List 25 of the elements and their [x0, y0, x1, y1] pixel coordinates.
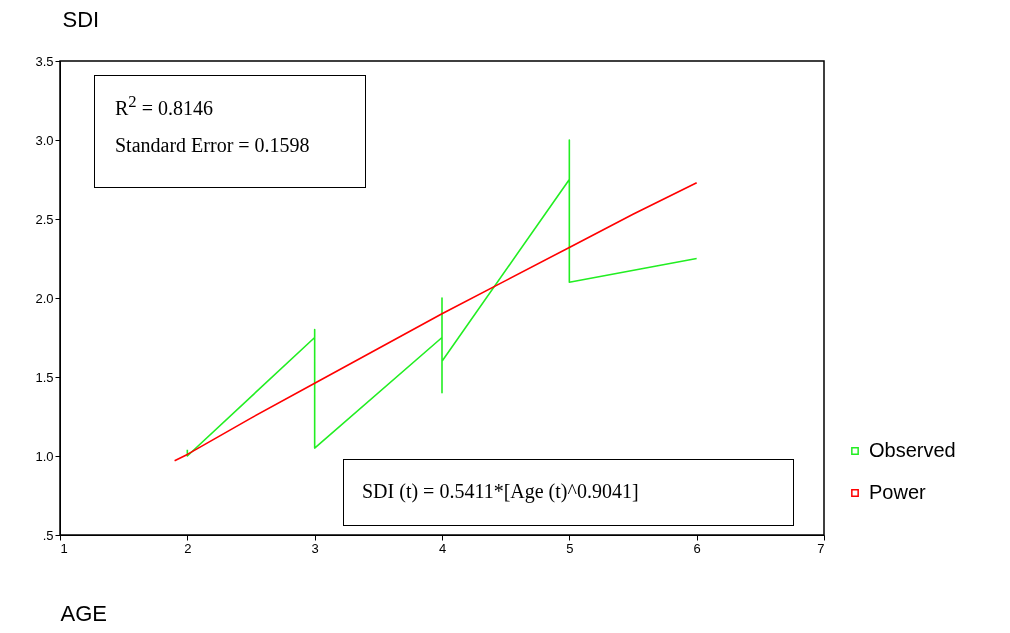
y-tick-label: 3.5: [35, 53, 54, 69]
y-tick-label: .5: [42, 527, 54, 543]
x-tick-label: 5: [566, 540, 574, 556]
y-axis-title: SDI: [62, 6, 100, 32]
x-axis-title: AGE: [60, 600, 107, 626]
annotation: Standard Error = 0.1598: [115, 133, 311, 157]
legend-label: Observed: [869, 439, 956, 461]
x-tick-label: 2: [184, 540, 192, 556]
x-tick-label: 7: [817, 540, 825, 556]
line-series: [186, 139, 698, 457]
x-tick-label: 4: [438, 540, 447, 556]
note-box: SDI (t) = 0.5411*[Age (t)^0.9041]: [343, 459, 794, 526]
y-tick-label: 2.0: [35, 290, 54, 306]
x-tick-label: 1: [60, 540, 68, 556]
y-tick-label: 2.5: [35, 211, 54, 227]
x-tick-label: 6: [693, 540, 701, 556]
annotation: R$^{2}$ = 0.8146: [115, 92, 214, 120]
legend-label: Power: [869, 481, 927, 503]
y-tick-label: 3.0: [35, 132, 54, 148]
y-tick-label: 1.5: [35, 369, 54, 385]
y-tick-label: 1.0: [35, 448, 54, 464]
annotation: SDI (t) = 0.5411*[Age (t)^0.9041]: [362, 480, 640, 503]
x-tick-label: 3: [311, 540, 319, 556]
note-box: R$^{2}$ = 0.8146 Standard Error = 0.1598: [94, 75, 366, 188]
line-series: [173, 181, 698, 462]
